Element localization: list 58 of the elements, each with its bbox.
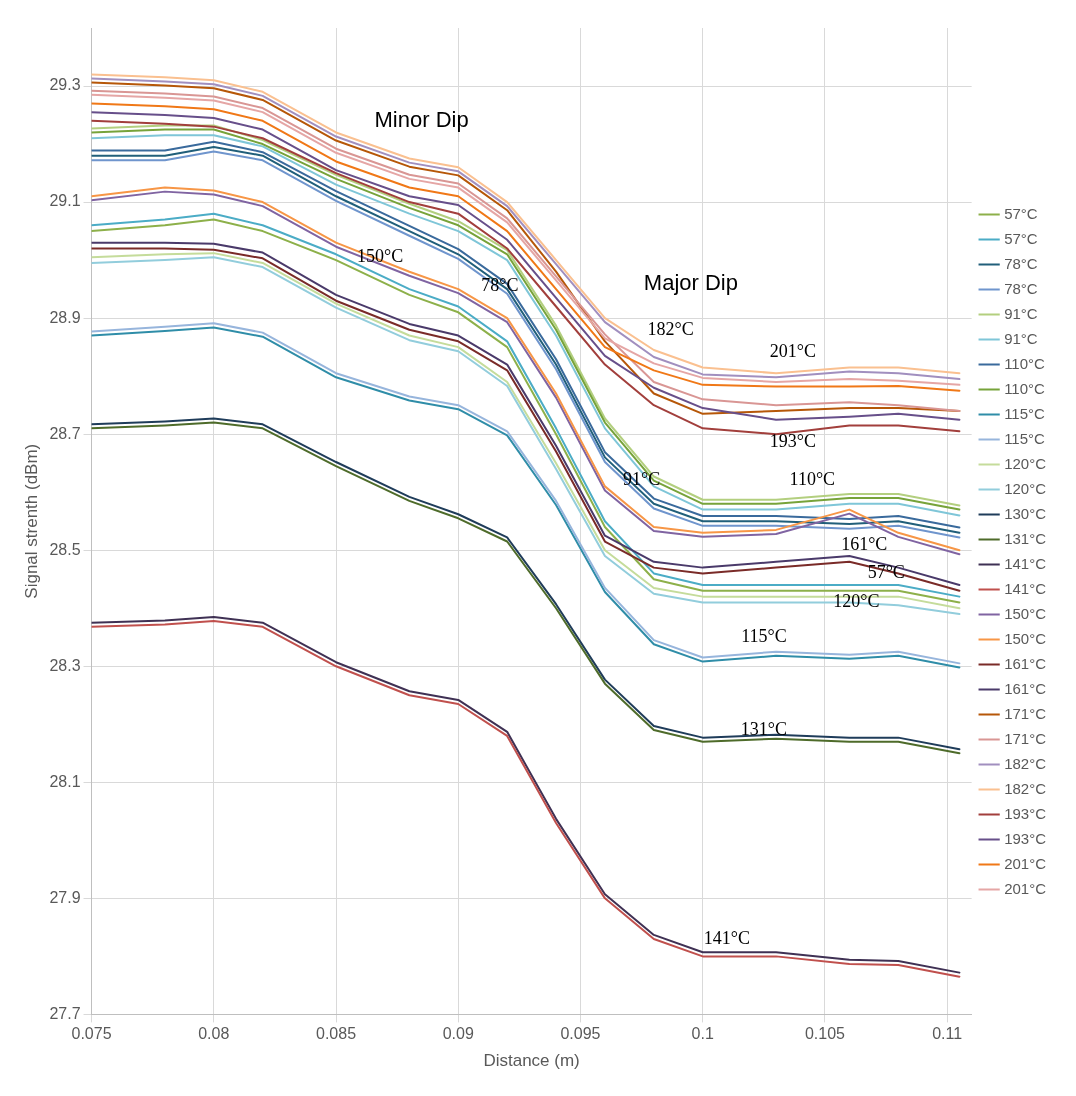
legend-label: 115°C [1004,404,1046,422]
x-tick-label: 0.08 [198,1025,230,1043]
y-tick-label: 28.5 [49,540,81,558]
legend-label: 171°C [1004,704,1047,722]
legend-label: 120°C [1004,454,1047,472]
legend-label: 201°C [1004,879,1047,897]
x-tick-label: 0.075 [71,1025,112,1043]
legend-label: 120°C [1004,479,1047,497]
y-tick-label: 28.7 [49,424,81,442]
y-tick-label: 29.3 [49,76,81,94]
legend-label: 115°C [1004,429,1046,447]
legend-label: 150°C [1004,604,1047,622]
y-tick-label: 27.9 [49,888,81,906]
y-tick-label: 27.7 [49,1004,81,1022]
annotation: 115°C [741,626,787,647]
legend-label: 78°C [1004,254,1038,272]
legend-label: 141°C [1004,554,1047,572]
legend-label: 182°C [1004,754,1047,772]
legend-label: 171°C [1004,729,1047,747]
x-tick-label: 0.085 [315,1025,357,1043]
y-tick-label: 28.1 [49,772,81,790]
y-tick-label: 29.1 [49,192,81,210]
x-tick-label: 0.095 [560,1025,601,1043]
legend-label: 131°C [1004,529,1047,547]
annotation: 161°C [841,533,888,554]
legend-label: 161°C [1004,654,1047,672]
legend-label: 141°C [1004,579,1047,597]
legend-label: 110°C [1004,354,1046,372]
legend-label: 91°C [1004,329,1038,347]
annotation: Major Dip [643,269,738,295]
legend-label: 57°C [1004,204,1038,222]
legend-label: 110°C [1004,379,1046,397]
annotation: 131°C [740,719,788,740]
annotation: 141°C [703,928,751,949]
annotation: 120°C [833,590,880,611]
legend-label: 91°C [1004,304,1038,322]
x-axis-title: Distance (m) [483,1051,580,1071]
annotation: 110°C [789,469,836,490]
y-tick-label: 28.9 [49,308,81,326]
x-tick-label: 0.105 [804,1025,846,1043]
legend-label: 182°C [1004,779,1047,797]
legend-label: 150°C [1004,629,1047,647]
x-tick-label: 0.09 [442,1025,474,1043]
y-axis-title: Signal strenth (dBm) [21,443,41,599]
legend-label: 193°C [1004,829,1047,847]
annotation: 182°C [647,318,694,339]
legend-label: 130°C [1004,504,1047,522]
legend-label: 57°C [1004,229,1038,247]
x-tick-label: 0.1 [691,1025,714,1043]
annotation: 193°C [769,431,817,452]
y-tick-label: 28.3 [49,656,81,674]
legend-label: 193°C [1004,804,1047,822]
legend-label: 161°C [1004,679,1047,697]
annotation: 201°C [769,341,817,362]
legend-label: 78°C [1004,279,1038,297]
annotation: Minor Dip [374,106,469,132]
x-tick-label: 0.11 [932,1025,963,1043]
legend-label: 201°C [1004,854,1047,872]
